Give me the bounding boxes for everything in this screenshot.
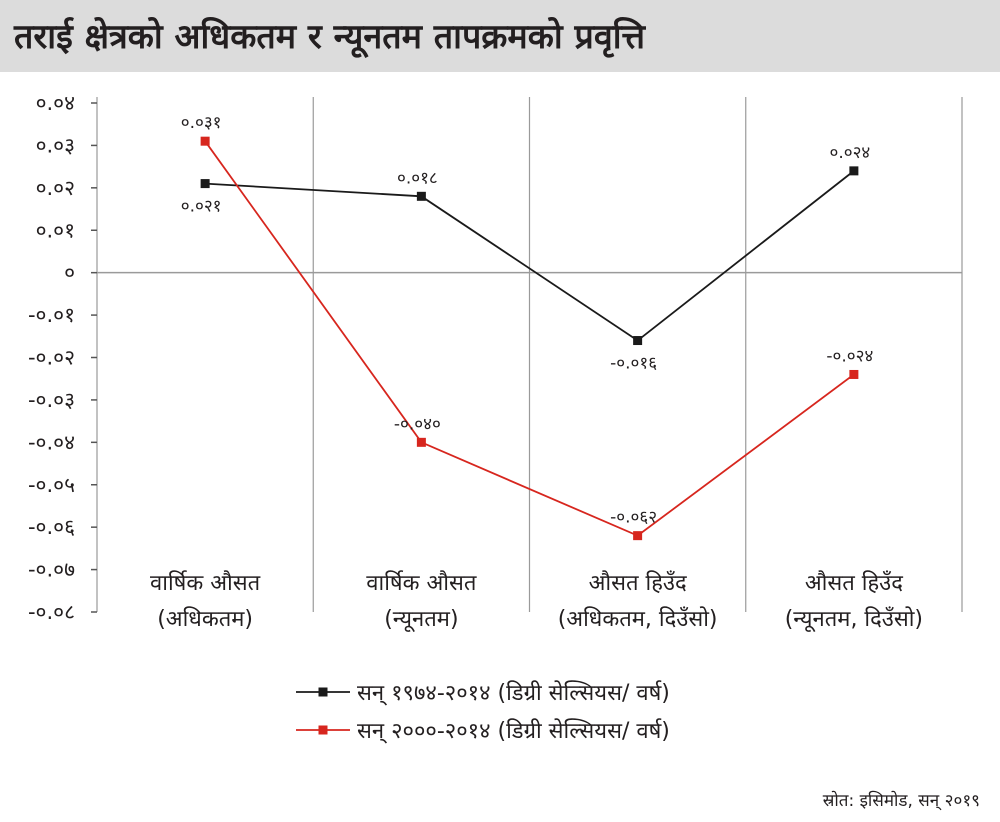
series-line bbox=[205, 170, 855, 342]
legend-label: सन् २०००-२०१४ (डिग्री सेल्सियस/ वर्ष) bbox=[357, 718, 670, 744]
data-label: -०.०२४ bbox=[826, 346, 873, 366]
y-tick-label: -०.०४ bbox=[28, 430, 75, 454]
category-label: (अधिकतम, दिउँसो) bbox=[558, 606, 718, 632]
data-series: ०.०२१ ०.०१८ -०.०१६ ०.०२४ ०.०३१ -०.०४० -०.०६२ -०… bbox=[181, 113, 873, 541]
y-tick-label: ०.०१ bbox=[36, 218, 75, 242]
category-label: वार्षिक औसत bbox=[150, 570, 261, 596]
data-label: -०.०६२ bbox=[610, 508, 657, 528]
category-labels: वार्षिक औसत (अधिकतम) वार्षिक औसत (न्यूनतम) औ… bbox=[150, 570, 923, 633]
y-tick-label: ०.०२ bbox=[36, 176, 75, 200]
y-tick-label: -०.०७ bbox=[28, 558, 75, 582]
title-bar: तराई क्षेत्रको अधिकतम र न्यूनतम तापक्रमक… bbox=[0, 0, 1000, 72]
y-tick-label: -०.०३ bbox=[28, 388, 75, 412]
data-point bbox=[633, 531, 643, 541]
data-point bbox=[633, 336, 643, 346]
data-point bbox=[849, 369, 859, 379]
category-label: (न्यूनतम, दिउँसो) bbox=[785, 606, 923, 633]
data-point bbox=[200, 179, 210, 189]
chart-title: तराई क्षेत्रको अधिकतम र न्यूनतम तापक्रमक… bbox=[14, 17, 646, 57]
category-label: वार्षिक औसत bbox=[366, 570, 477, 596]
data-label: -०.०१६ bbox=[610, 354, 657, 374]
data-point bbox=[200, 136, 210, 146]
legend-marker bbox=[318, 725, 328, 735]
category-label: (अधिकतम) bbox=[157, 606, 253, 632]
category-label: (न्यूनतम) bbox=[384, 607, 458, 633]
legend-marker bbox=[318, 687, 328, 697]
data-point bbox=[849, 166, 859, 176]
grid-lines bbox=[96, 97, 963, 612]
y-tick-label: -०.०८ bbox=[28, 600, 75, 624]
data-point bbox=[416, 191, 426, 201]
data-point bbox=[416, 437, 426, 447]
y-tick-label: -०.०६ bbox=[28, 515, 75, 539]
y-tick-label: -०.०१ bbox=[28, 303, 75, 327]
data-label: ०.०२१ bbox=[181, 197, 222, 217]
data-label: -०.०४० bbox=[394, 414, 441, 434]
legend: सन् १९७४-२०१४ (डिग्री सेल्सियस/ वर्ष) सन्… bbox=[296, 680, 670, 744]
source-note: स्रोत: इसिमोड, सन् २०१९ bbox=[822, 791, 980, 811]
y-tick-label: ० bbox=[64, 261, 75, 285]
data-label: ०.०३१ bbox=[181, 113, 222, 133]
y-axis: ०.०४ ०.०३ ०.०२ ०.०१ ० -०.०१ -०.०२ -०.०३ -०.०४ -०.… bbox=[28, 91, 97, 624]
data-label: ०.०२४ bbox=[829, 143, 870, 163]
y-tick-label: ०.०३ bbox=[36, 133, 75, 157]
series-line bbox=[204, 140, 855, 537]
data-label: ०.०१८ bbox=[397, 168, 438, 188]
category-label: औसत हिउँद bbox=[805, 570, 903, 596]
y-tick-label: ०.०४ bbox=[36, 91, 75, 115]
category-label: औसत हिउँद bbox=[589, 570, 687, 596]
legend-label: सन् १९७४-२०१४ (डिग्री सेल्सियस/ वर्ष) bbox=[357, 680, 670, 706]
y-tick-label: -०.०५ bbox=[28, 473, 75, 497]
y-tick-label: -०.०२ bbox=[28, 346, 75, 370]
